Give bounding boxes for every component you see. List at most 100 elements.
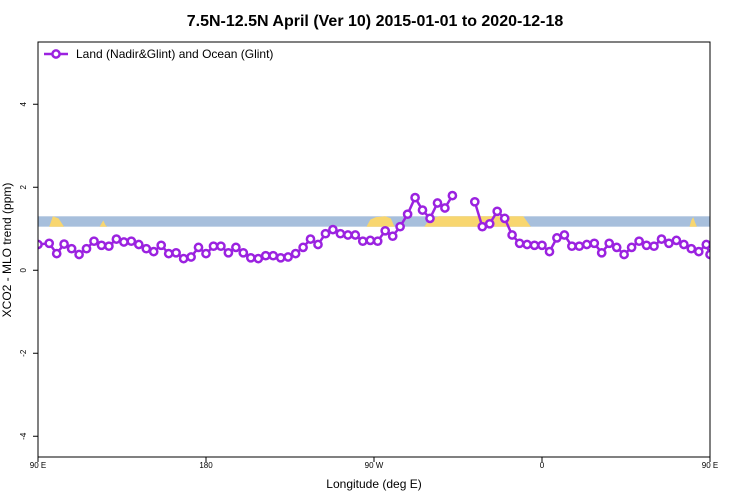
land-shape: [366, 216, 395, 227]
data-point: [268, 250, 279, 261]
x-tick-label: 90 E: [702, 461, 718, 470]
data-point: [693, 246, 704, 257]
land-shape: [424, 216, 531, 227]
data-point: [365, 235, 376, 246]
data-point: [186, 252, 196, 262]
data-point: [417, 205, 428, 215]
data-point: [260, 250, 271, 261]
y-tick-label: 2: [19, 184, 28, 189]
data-point: [492, 206, 503, 217]
data-point: [298, 242, 308, 253]
data-point: [119, 237, 129, 247]
data-point: [350, 230, 361, 240]
data-point: [81, 243, 92, 254]
data-point: [231, 242, 241, 253]
data-point: [447, 190, 458, 201]
data-point: [208, 241, 219, 252]
data-point: [111, 234, 122, 244]
data-point: [66, 243, 77, 254]
data-point: [126, 236, 137, 247]
y-tick-label: -2: [19, 349, 28, 357]
data-point: [649, 241, 659, 252]
data-point: [313, 239, 323, 250]
data-point: [223, 247, 234, 258]
data-point: [156, 240, 167, 251]
data-point: [664, 238, 674, 249]
data-point: [320, 228, 331, 239]
data-point: [305, 234, 316, 244]
data-point: [567, 241, 577, 252]
data-point: [574, 241, 585, 252]
data-point: [96, 240, 107, 251]
data-point: [395, 221, 405, 232]
legend-label: Land (Nadir&Glint) and Ocean (Glint): [76, 47, 273, 61]
data-point: [469, 196, 480, 207]
data-point: [51, 248, 62, 259]
data-point: [440, 203, 450, 213]
data-point: [178, 253, 189, 264]
data-point: [499, 213, 510, 224]
data-point: [626, 242, 637, 253]
data-point: [559, 230, 570, 240]
y-tick-label: 4: [19, 101, 28, 106]
data-point: [425, 213, 435, 224]
data-point: [634, 236, 644, 247]
data-point: [402, 209, 413, 220]
data-point: [357, 236, 368, 247]
data-point: [589, 238, 600, 249]
legend-marker: [51, 49, 61, 59]
data-point: [245, 252, 256, 263]
data-point: [253, 253, 264, 264]
data-point: [596, 247, 607, 258]
data-point: [193, 242, 204, 253]
data-point: [581, 239, 592, 250]
data-point: [44, 238, 55, 249]
y-axis-label: XCO2 - MLO trend (ppm): [0, 183, 14, 318]
data-point: [372, 236, 383, 247]
data-point: [477, 221, 488, 232]
data-point: [611, 242, 622, 253]
data-point: [686, 243, 697, 254]
land-shape: [738, 221, 744, 226]
legend: Land (Nadir&Glint) and Ocean (Glint): [44, 47, 273, 61]
data-point: [544, 246, 555, 257]
data-point: [343, 230, 353, 240]
data-point: [484, 218, 495, 229]
data-point: [507, 230, 517, 240]
data-point: [641, 240, 652, 251]
data-point: [387, 231, 398, 242]
land-shape: [49, 216, 65, 227]
x-tick-label: 0: [540, 461, 545, 470]
data-point: [522, 239, 532, 250]
x-tick-label: 180: [199, 461, 213, 470]
data-point: [679, 239, 689, 250]
data-point: [705, 249, 710, 260]
x-tick-label: 90 W: [365, 461, 384, 470]
x-axis-label: Longitude (deg E): [326, 477, 421, 491]
axes: 90 E 180 90 W 0 90 E -4 -2 0 2 4: [19, 101, 718, 470]
data-point: [59, 239, 69, 249]
data-point: [514, 238, 525, 249]
data-point: [380, 225, 391, 236]
data-point: [74, 249, 84, 260]
data-point: [432, 198, 443, 208]
data-point: [216, 241, 226, 252]
x-tick-label: 90 E: [30, 461, 46, 470]
data-point: [701, 239, 710, 250]
data-point: [552, 233, 562, 243]
land-shape: [99, 220, 108, 227]
data-point: [656, 234, 667, 244]
data-point: [171, 247, 181, 258]
data-point: [283, 252, 293, 262]
data-point: [619, 249, 629, 260]
data-point: [290, 248, 301, 259]
data-point: [604, 238, 615, 249]
data-point: [238, 247, 249, 258]
data-point: [671, 235, 682, 246]
data-point: [141, 243, 152, 254]
data-point: [201, 248, 211, 259]
data-point: [410, 192, 420, 203]
data-point: [275, 252, 286, 263]
data-point: [163, 248, 174, 259]
